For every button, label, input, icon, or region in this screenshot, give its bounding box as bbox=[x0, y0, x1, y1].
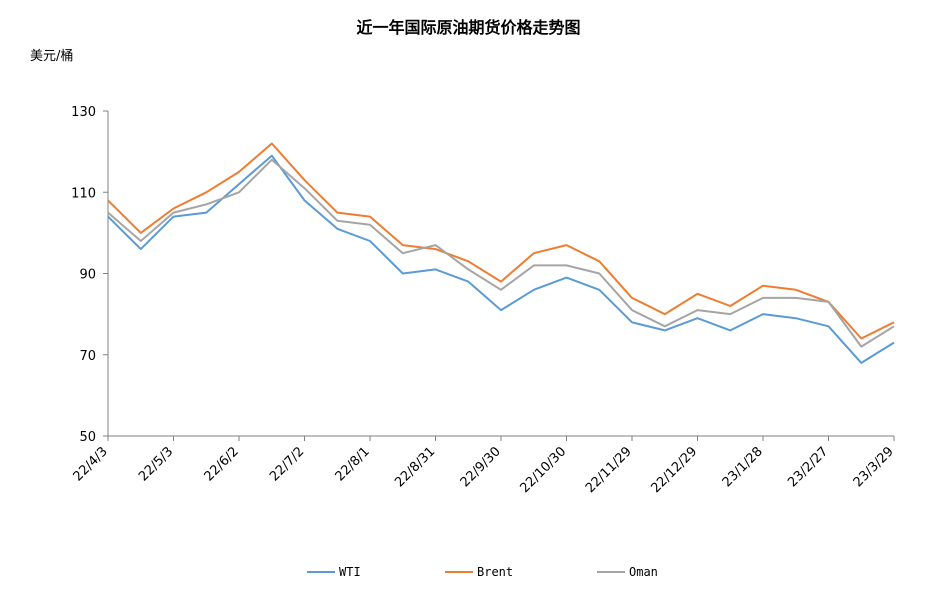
x-tick-label: 23/1/28 bbox=[720, 444, 766, 490]
y-tick-label: 110 bbox=[71, 186, 96, 201]
y-axis-unit-label: 美元/桶 bbox=[30, 49, 74, 64]
legend-label-wti: WTI bbox=[339, 565, 361, 579]
series-line-wti bbox=[107, 154, 895, 364]
x-tick-label: 23/2/27 bbox=[785, 444, 831, 490]
y-tick-label: 70 bbox=[79, 349, 96, 364]
x-tick-label: 22/5/3 bbox=[136, 444, 176, 484]
x-tick-label: 22/8/1 bbox=[333, 444, 373, 484]
chart-title: 近一年国际原油期货价格走势图 bbox=[356, 18, 581, 37]
legend-label-oman: Oman bbox=[629, 565, 658, 579]
chart-legend: WTI Brent Oman bbox=[307, 565, 658, 579]
x-tick-label: 22/10/30 bbox=[517, 444, 569, 496]
y-tick-label: 50 bbox=[79, 430, 96, 445]
x-tick-label: 22/11/29 bbox=[583, 444, 635, 496]
x-tick-label: 22/8/31 bbox=[392, 444, 438, 490]
chart-axes: 50 70 90 110 130 22/4/3 22/5/3 22/6/2 22/7/2 22/8… bbox=[71, 105, 897, 496]
series-line-oman bbox=[107, 158, 895, 348]
series-line-brent bbox=[107, 142, 895, 340]
legend-label-brent: Brent bbox=[477, 565, 513, 579]
y-tick-label: 90 bbox=[79, 268, 96, 283]
x-tick-label: 22/4/3 bbox=[71, 444, 111, 484]
x-tick-label: 22/9/30 bbox=[458, 444, 504, 490]
chart-series bbox=[107, 142, 895, 364]
x-tick-label: 23/3/29 bbox=[851, 444, 897, 490]
y-tick-label: 130 bbox=[71, 105, 96, 120]
x-tick-label: 22/12/29 bbox=[648, 444, 700, 496]
x-tick-label: 22/6/2 bbox=[202, 444, 242, 484]
x-tick-label: 22/7/2 bbox=[267, 444, 307, 484]
